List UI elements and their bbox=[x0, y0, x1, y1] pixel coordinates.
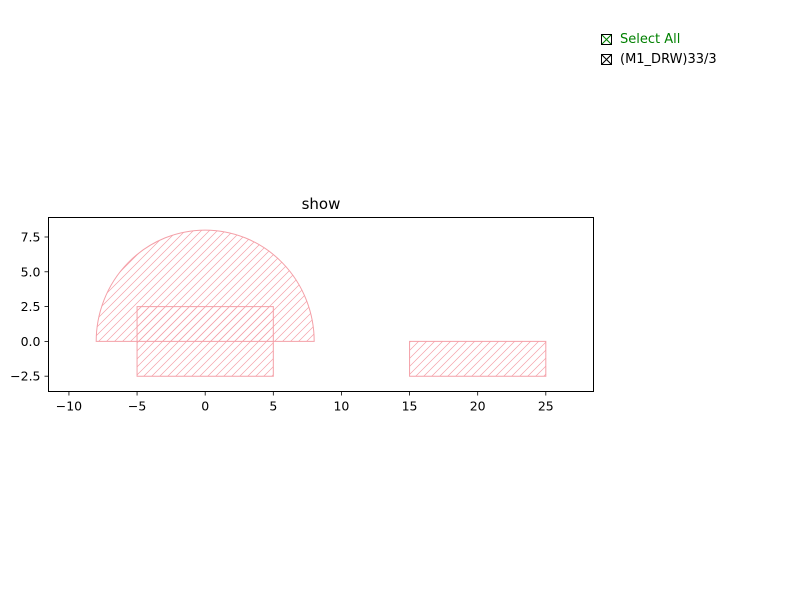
legend-item-label: (M1_DRW)33/3 bbox=[620, 51, 717, 67]
x-tick-label: −10 bbox=[56, 399, 82, 414]
chart-title: show bbox=[302, 195, 341, 213]
y-tick-label: 7.5 bbox=[21, 229, 41, 244]
shapes-layer bbox=[95, 229, 547, 377]
rectangle-shape-1 bbox=[136, 306, 274, 377]
x-tick-label: 10 bbox=[333, 399, 349, 414]
legend: Select All (M1_DRW)33/3 bbox=[601, 29, 717, 69]
y-tick-label: 0.0 bbox=[21, 334, 41, 349]
y-tick-label: 5.0 bbox=[21, 264, 41, 279]
y-axis: −2.5 0.0 2.5 5.0 7.5 bbox=[10, 229, 49, 384]
legend-select-all-label: Select All bbox=[620, 31, 681, 47]
y-tick-label: −2.5 bbox=[10, 369, 40, 384]
x-tick-label: 0 bbox=[201, 399, 209, 414]
x-tick-label: 20 bbox=[470, 399, 486, 414]
x-tick-label: 25 bbox=[538, 399, 554, 414]
x-tick-label: −5 bbox=[128, 399, 146, 414]
plot-area-frame bbox=[48, 217, 594, 392]
m1-drw-checkbox-icon[interactable] bbox=[601, 53, 612, 65]
x-axis: −10 −5 0 5 10 15 20 25 bbox=[56, 391, 554, 414]
x-tick-label: 15 bbox=[402, 399, 418, 414]
x-tick-label: 5 bbox=[269, 399, 277, 414]
legend-select-all[interactable]: Select All bbox=[601, 29, 717, 49]
legend-item-m1-drw[interactable]: (M1_DRW)33/3 bbox=[601, 49, 717, 69]
rectangle-shape-2 bbox=[409, 340, 547, 377]
select-all-checkbox-icon[interactable] bbox=[601, 33, 612, 45]
y-tick-label: 2.5 bbox=[21, 299, 41, 314]
